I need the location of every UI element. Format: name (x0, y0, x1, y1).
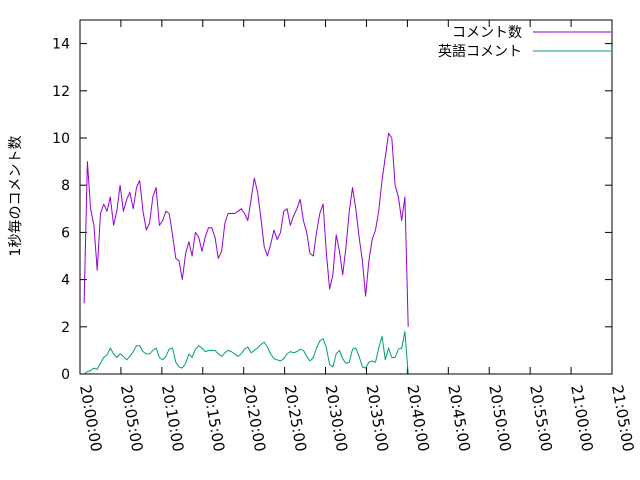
x-tick-label: 20:25:00 (281, 384, 310, 453)
x-tick-label: 21:00:00 (567, 384, 596, 453)
y-tick-label: 14 (52, 37, 70, 53)
series-line-1 (83, 132, 409, 327)
x-tick-label: 20:15:00 (199, 384, 228, 453)
y-tick-label: 6 (61, 225, 70, 241)
x-tick-label: 20:35:00 (363, 384, 392, 453)
plot-lines (83, 132, 409, 375)
x-tick-label: 20:40:00 (403, 384, 432, 453)
plot-frame (79, 19, 613, 375)
y-tick-label: 12 (52, 84, 70, 100)
y-tick-label: 4 (61, 273, 70, 289)
legend-label: コメント数 (452, 25, 522, 41)
x-axis: 20:00:00 20:05:00 20:10:00 20:15:00 20:20:00… (76, 20, 637, 453)
x-tick-label: 20:10:00 (158, 384, 187, 453)
y-tick-label: 0 (61, 367, 70, 383)
x-tick-label: 21:05:00 (608, 384, 637, 453)
x-tick-label: 20:05:00 (117, 384, 146, 453)
x-tick-label: 20:30:00 (322, 384, 351, 453)
y-tick-label: 10 (52, 131, 70, 147)
series-line-2 (83, 331, 409, 375)
y-axis-label: 1秒毎のコメント数 (8, 136, 24, 257)
x-tick-label: 20:45:00 (444, 384, 473, 453)
x-tick-label: 20:00:00 (76, 384, 105, 453)
x-tick-label: 20:50:00 (485, 384, 514, 453)
x-tick-label: 20:55:00 (526, 384, 555, 453)
legend-label: 英語コメント (438, 43, 522, 60)
y-axis: 0 2 4 6 8 10 12 14 (52, 37, 612, 383)
y-tick-label: 2 (61, 320, 70, 336)
x-tick-label: 20:20:00 (240, 384, 269, 453)
y-tick-label: 8 (61, 178, 70, 194)
